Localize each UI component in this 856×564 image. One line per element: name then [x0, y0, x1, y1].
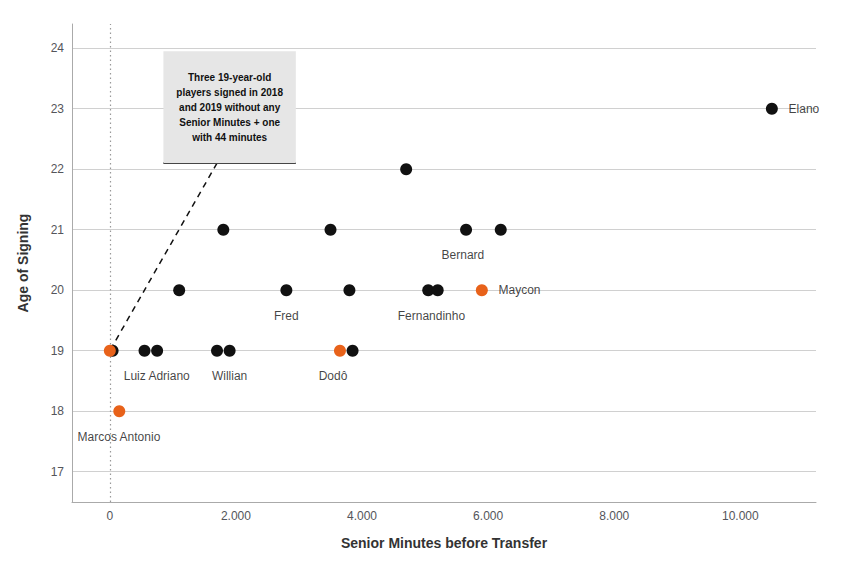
svg-text:Senior Minutes before Transfer: Senior Minutes before Transfer: [341, 535, 548, 551]
svg-text:Maycon: Maycon: [499, 283, 541, 297]
svg-text:22: 22: [51, 162, 65, 176]
svg-text:Marcos Antonio: Marcos Antonio: [78, 430, 161, 444]
svg-text:10.000: 10.000: [722, 509, 759, 523]
svg-text:4.000: 4.000: [347, 509, 377, 523]
svg-text:Age of Signing: Age of Signing: [15, 214, 31, 313]
svg-text:8.000: 8.000: [599, 509, 629, 523]
svg-text:Three 19-year-old: Three 19-year-old: [188, 72, 271, 83]
svg-text:23: 23: [51, 102, 65, 116]
svg-text:Dodô: Dodô: [319, 369, 348, 383]
svg-text:Fernandinho: Fernandinho: [398, 309, 466, 323]
svg-text:Bernard: Bernard: [442, 248, 485, 262]
svg-text:Elano: Elano: [789, 102, 820, 116]
svg-text:Fred: Fred: [274, 309, 299, 323]
svg-text:21: 21: [51, 223, 65, 237]
svg-text:Senior Minutes + one: Senior Minutes + one: [179, 117, 280, 128]
svg-text:with 44 minutes: with 44 minutes: [191, 132, 267, 143]
svg-text:Luiz Adriano: Luiz Adriano: [124, 369, 190, 383]
svg-text:players signed in 2018: players signed in 2018: [176, 87, 283, 98]
svg-text:20: 20: [51, 283, 65, 297]
svg-text:6.000: 6.000: [473, 509, 503, 523]
svg-text:24: 24: [51, 41, 65, 55]
svg-text:0: 0: [106, 509, 113, 523]
svg-text:19: 19: [51, 344, 65, 358]
svg-text:18: 18: [51, 404, 65, 418]
svg-text:and 2019 without any: and 2019 without any: [179, 102, 281, 113]
svg-text:2.000: 2.000: [221, 509, 251, 523]
svg-text:17: 17: [51, 465, 65, 479]
svg-text:Willian: Willian: [212, 369, 247, 383]
